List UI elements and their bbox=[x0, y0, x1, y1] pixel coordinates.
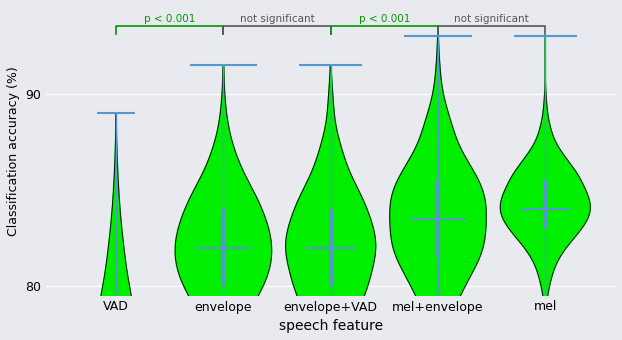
Text: p < 0.001: p < 0.001 bbox=[144, 14, 195, 24]
X-axis label: speech feature: speech feature bbox=[279, 319, 383, 333]
Y-axis label: Classification accuracy (%): Classification accuracy (%) bbox=[7, 66, 20, 236]
Text: not significant: not significant bbox=[454, 14, 529, 24]
Text: p < 0.001: p < 0.001 bbox=[359, 14, 410, 24]
Text: not significant: not significant bbox=[239, 14, 315, 24]
